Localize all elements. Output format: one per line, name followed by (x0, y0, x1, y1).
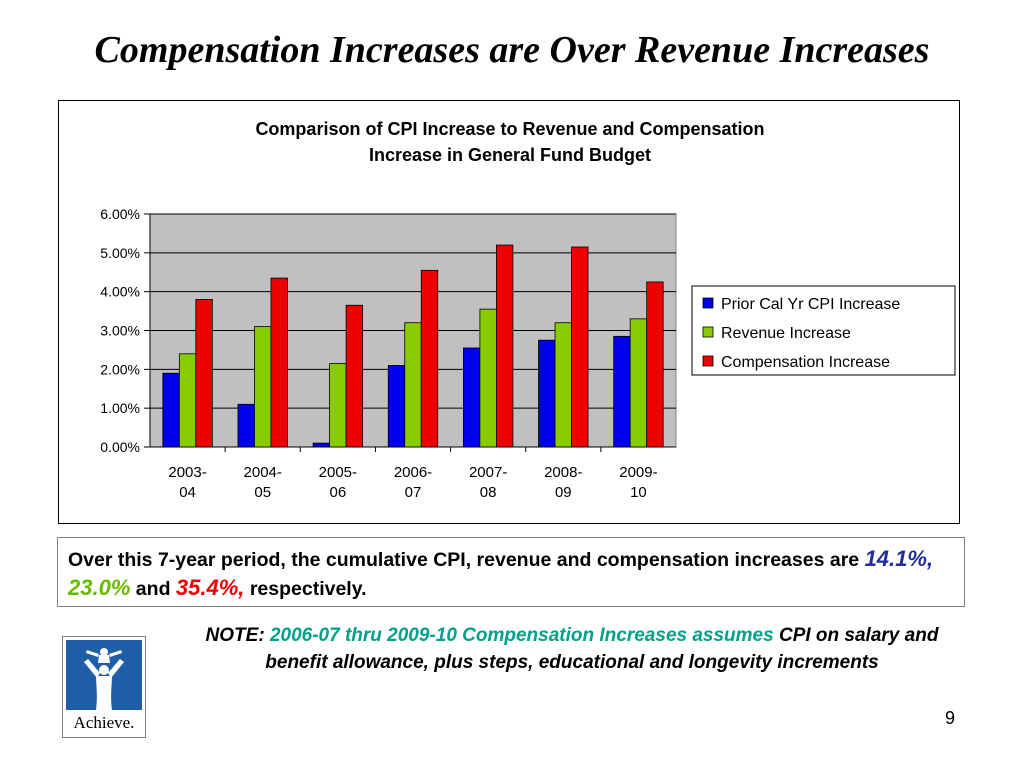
legend-label: Compensation Increase (721, 354, 890, 371)
bar (462, 347, 481, 448)
y-tick-label: 6.00% (100, 206, 140, 222)
bar (254, 326, 272, 448)
bar (237, 403, 255, 448)
cpi-total-value: 14.1%, (864, 546, 934, 571)
bar (495, 244, 514, 448)
x-tick-label: 07 (405, 484, 422, 501)
achieve-logo: Achieve. (62, 636, 146, 738)
legend-box (691, 285, 956, 376)
x-tick-label: 05 (254, 484, 271, 501)
y-tick-label: 2.00% (100, 361, 140, 377)
y-tick-label: 5.00% (100, 245, 140, 261)
chart-title-line: Comparison of CPI Increase to Revenue an… (255, 119, 764, 139)
x-tick-label: 2004- (244, 464, 282, 481)
bar (420, 269, 439, 448)
bar (162, 372, 180, 448)
y-tick-label: 1.00% (100, 400, 140, 416)
x-tick-label: 2009- (619, 464, 657, 481)
note-rest: CPI on salary and benefit allowance, plu… (265, 625, 939, 673)
chart-title-line: Increase in General Fund Budget (369, 145, 651, 165)
x-tick-label: 2007- (469, 464, 507, 481)
logo-text: Achieve. (73, 713, 135, 732)
bar (538, 339, 556, 448)
x-tick-label: 2006- (394, 464, 432, 481)
x-tick-label: 04 (179, 484, 196, 501)
bar (270, 277, 288, 448)
bar (404, 322, 422, 448)
x-tick-label: 10 (630, 484, 647, 501)
page-number: 9 (945, 708, 956, 728)
note-highlight: 2006-07 thru 2009-10 Compensation Increa… (269, 625, 774, 646)
bar (613, 335, 631, 448)
legend-label: Revenue Increase (721, 325, 851, 342)
legend-swatch (702, 297, 714, 309)
x-tick-label: 09 (555, 484, 572, 501)
summary-tail: respectively. (244, 578, 367, 600)
bar (195, 299, 213, 448)
y-tick-label: 0.00% (100, 439, 140, 455)
y-tick-label: 3.00% (100, 323, 140, 339)
note: NOTE: 2006-07 thru 2009-10 Compensation … (172, 622, 972, 676)
revenue-total-value: 23.0% (68, 575, 131, 600)
bar (479, 308, 497, 448)
bar (571, 246, 589, 448)
x-tick-label: 2008- (544, 464, 582, 481)
bar (345, 304, 364, 448)
bar (387, 365, 406, 448)
y-tick-label: 4.00% (100, 284, 140, 300)
x-tick-label: 06 (330, 484, 347, 501)
legend-label: Prior Cal Yr CPI Increase (721, 296, 900, 313)
legend-swatch (702, 326, 714, 338)
bar (178, 353, 197, 448)
bar-chart: Comparison of CPI Increase to Revenue an… (100, 119, 956, 501)
person-lifting-child-icon (66, 640, 142, 710)
bar (646, 281, 664, 448)
x-tick-label: 2003- (168, 464, 206, 481)
bar (312, 442, 331, 448)
bar (329, 363, 347, 448)
summary-and: and (130, 578, 176, 600)
summary-box: Over this 7-year period, the cumulative … (57, 537, 965, 607)
bar (554, 322, 572, 448)
chart-frame: Comparison of CPI Increase to Revenue an… (58, 100, 960, 524)
bar (629, 318, 648, 448)
compensation-total-value: 35.4%, (175, 575, 245, 600)
slide-title: Compensation Increases are Over Revenue … (94, 29, 930, 71)
legend-swatch (702, 355, 714, 367)
note-label: NOTE: (205, 625, 265, 646)
summary-text: Over this 7-year period, the cumulative … (68, 549, 865, 571)
x-tick-label: 08 (480, 484, 497, 501)
x-tick-label: 2005- (319, 464, 357, 481)
